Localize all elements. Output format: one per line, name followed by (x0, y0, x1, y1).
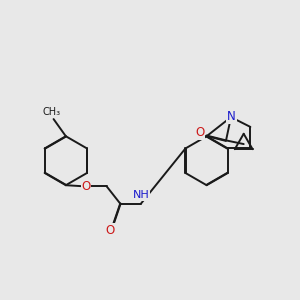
Text: NH: NH (133, 190, 149, 200)
Text: O: O (81, 180, 91, 193)
Text: O: O (195, 126, 204, 139)
Text: N: N (227, 110, 236, 123)
Text: CH₃: CH₃ (42, 107, 60, 117)
Text: O: O (106, 224, 115, 237)
